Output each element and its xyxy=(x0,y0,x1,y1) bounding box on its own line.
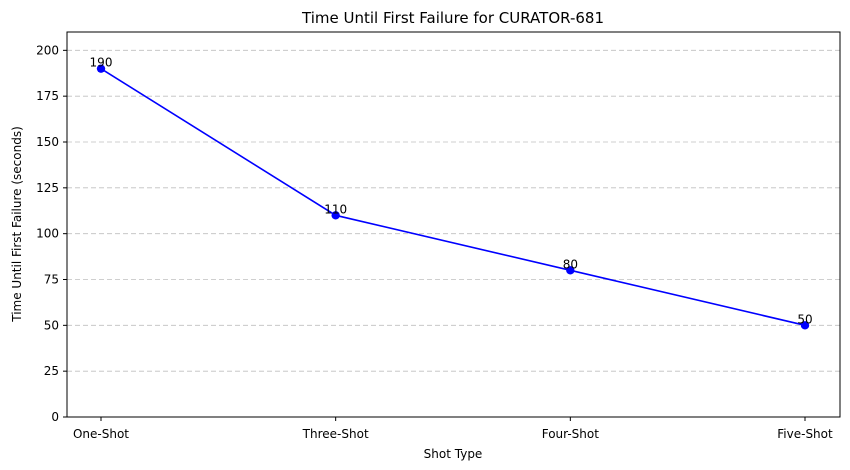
data-point xyxy=(96,64,106,73)
y-tick-label: 50 xyxy=(44,318,59,332)
y-tick-label: 0 xyxy=(51,410,59,424)
data-point xyxy=(566,266,575,275)
y-tick-label: 25 xyxy=(44,364,59,378)
series-layer xyxy=(96,64,810,330)
data-label: 50 xyxy=(797,312,812,326)
chart-title: Time Until First Failure for CURATOR-681 xyxy=(301,9,604,27)
series-line xyxy=(100,67,806,327)
data-point xyxy=(331,211,340,220)
x-tick-label: One-Shot xyxy=(73,427,129,441)
y-tick-label: 75 xyxy=(44,273,59,287)
grid-lines xyxy=(67,49,840,418)
data-label: 110 xyxy=(324,202,347,216)
data-labels: 190 110 80 50 xyxy=(90,56,813,327)
y-tick-label: 125 xyxy=(36,181,59,195)
plot-frame xyxy=(66,31,841,418)
data-label: 80 xyxy=(563,257,578,271)
y-axis-ticks: 0 25 50 75 100 125 150 175 200 xyxy=(36,43,67,424)
y-tick-label: 175 xyxy=(36,89,59,103)
y-tick-label: 100 xyxy=(36,227,59,241)
x-axis-label: Shot Type xyxy=(424,447,483,461)
x-axis-ticks: One-Shot Three-Shot Four-Shot Five-Shot xyxy=(73,417,833,441)
data-label: 190 xyxy=(90,56,113,70)
x-tick-label: Five-Shot xyxy=(777,427,833,441)
y-axis-label: Time Until First Failure (seconds) xyxy=(10,126,24,323)
data-point xyxy=(800,321,810,330)
y-tick-label: 200 xyxy=(36,43,59,57)
y-tick-label: 150 xyxy=(36,135,59,149)
x-tick-label: Four-Shot xyxy=(542,427,599,441)
x-tick-label: Three-Shot xyxy=(302,427,369,441)
